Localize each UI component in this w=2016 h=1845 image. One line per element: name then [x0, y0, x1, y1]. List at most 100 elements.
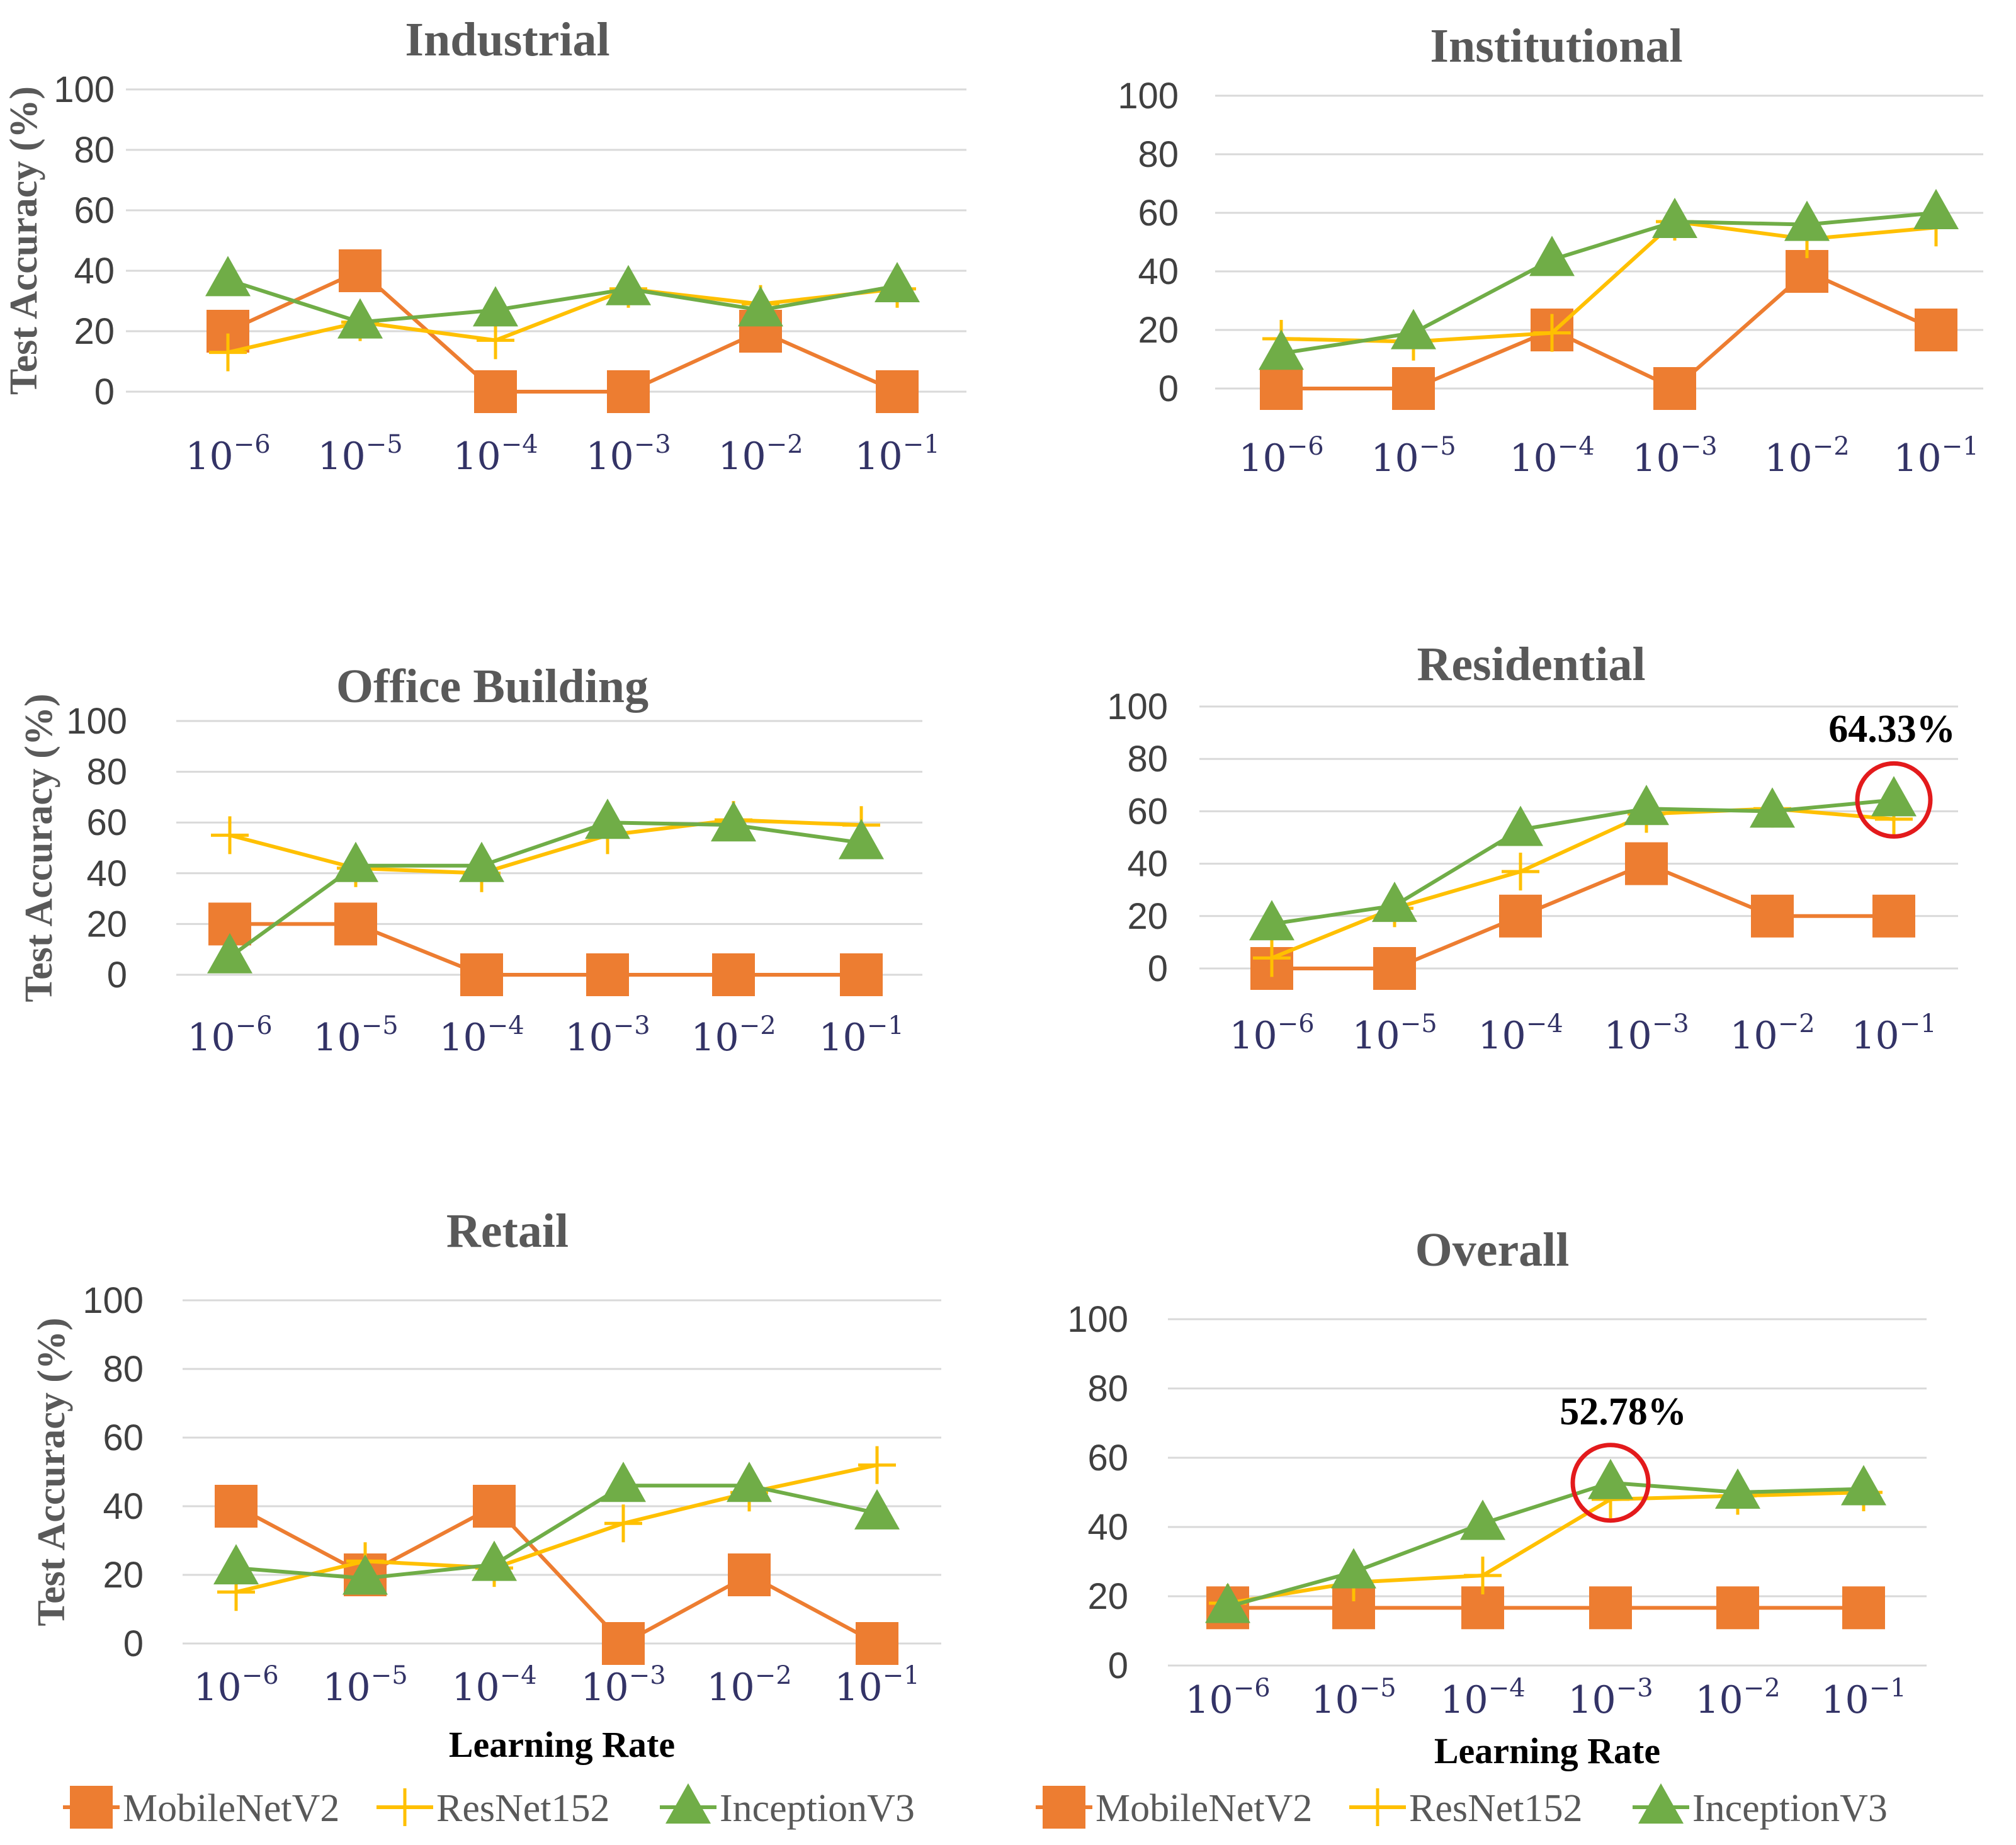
- data-point-mobilenetv2: [1589, 1586, 1632, 1630]
- data-point-mobilenetv2: [586, 953, 629, 996]
- data-point-mobilenetv2: [1716, 1586, 1759, 1630]
- x-tick-label: 10−4: [453, 430, 538, 479]
- data-point-resnet152: [477, 321, 514, 360]
- data-point-inceptionv3: [207, 933, 252, 974]
- x-tick-label: 10−6: [185, 430, 270, 479]
- data-point-mobilenetv2: [1260, 367, 1303, 410]
- x-tick-label: 10−6: [1185, 1674, 1270, 1722]
- legend-item-resnet152: ResNet152: [1349, 1787, 1583, 1830]
- highlight-circle: [1855, 761, 1933, 839]
- x-tick-label: 10−2: [718, 430, 803, 479]
- x-tick-label: 10−2: [706, 1661, 791, 1710]
- data-point-mobilenetv2: [712, 953, 755, 996]
- data-point-mobilenetv2: [474, 370, 517, 413]
- data-point-resnet152: [211, 816, 249, 854]
- chart-panel-residential: 0 20 40 60 80 100 Residential 10−6 10−5 10−4 10−3 1…: [1107, 638, 1958, 1058]
- x-tick-label: 10−3: [1568, 1674, 1653, 1722]
- x-tick-label: 10−5: [1311, 1674, 1396, 1722]
- data-point-mobilenetv2: [1872, 894, 1915, 938]
- x-tick-label: 10−4: [439, 1011, 524, 1060]
- data-point-resnet152: [1253, 939, 1291, 977]
- data-point-inceptionv3: [1259, 329, 1304, 370]
- y-tick-label: 100: [54, 69, 115, 110]
- data-point-mobilenetv2: [1653, 367, 1696, 410]
- x-tick-label: 10−4: [1440, 1674, 1525, 1722]
- data-point-resnet152: [1464, 1557, 1502, 1594]
- x-tick-label: 10−2: [1695, 1674, 1780, 1722]
- data-point-inceptionv3: [1871, 776, 1917, 817]
- x-tick-label: 10−3: [565, 1011, 650, 1060]
- data-point-inceptionv3: [585, 798, 630, 839]
- data-point-mobilenetv2: [876, 370, 919, 413]
- data-point-inceptionv3: [711, 801, 756, 842]
- annotation-label: 52.78%: [1560, 1390, 1687, 1433]
- data-point-mobilenetv2: [1392, 367, 1435, 410]
- y-tick-label: 40: [1087, 1507, 1128, 1548]
- chart-title: Office Building: [336, 660, 648, 713]
- x-tick-label: 10−4: [1478, 1009, 1563, 1058]
- data-point-inceptionv3: [1588, 1458, 1633, 1499]
- series-line-inceptionv3: [229, 820, 862, 959]
- data-point-inceptionv3: [1841, 1465, 1886, 1506]
- x-tick-label: 10−1: [818, 1011, 903, 1060]
- data-point-resnet152: [1502, 853, 1539, 891]
- y-tick-label: 20: [1127, 896, 1168, 937]
- data-point-mobilenetv2: [1842, 1586, 1885, 1630]
- data-point-resnet152: [604, 1504, 642, 1543]
- y-tick-label: 60: [86, 802, 127, 843]
- series-line-resnet152: [1281, 219, 1937, 344]
- data-point-inceptionv3: [854, 1489, 900, 1530]
- y-tick-label: 40: [1138, 251, 1179, 292]
- legend-label: MobileNetV2: [123, 1787, 339, 1830]
- chart-title: Industrial: [405, 13, 609, 66]
- chart-panel-industrial: 0 20 40 60 80 100 Industrial Test Accuracy (%) 1…: [3, 13, 966, 479]
- legend-marker: [386, 1788, 424, 1826]
- x-tick-label: 10−2: [691, 1011, 776, 1060]
- x-tick-label: 10−4: [1509, 432, 1594, 480]
- x-tick-label: 10−5: [322, 1661, 407, 1710]
- x-tick-label: 10−5: [313, 1011, 398, 1060]
- y-tick-label: 40: [1127, 844, 1168, 885]
- data-point-inceptionv3: [1249, 900, 1294, 941]
- data-point-resnet152: [858, 1446, 896, 1484]
- data-point-mobilenetv2: [1751, 894, 1794, 938]
- y-tick-label: 60: [1138, 193, 1179, 234]
- legend: MobileNetV2 ResNet152 InceptionV3: [1036, 1783, 1888, 1830]
- y-tick-label: 0: [107, 955, 127, 996]
- y-tick-label: 60: [74, 190, 115, 231]
- y-tick-label: 40: [103, 1486, 144, 1527]
- data-point-inceptionv3: [459, 841, 504, 882]
- x-tick-label: 10−3: [586, 430, 671, 479]
- y-tick-label: 0: [1148, 948, 1168, 989]
- y-axis-label: Test Accuracy (%): [3, 86, 45, 395]
- y-tick-label: 40: [86, 853, 127, 894]
- data-point-inceptionv3: [1460, 1499, 1505, 1540]
- series-line-inceptionv3: [227, 278, 898, 324]
- series-line-resnet152: [229, 818, 862, 875]
- data-point-inceptionv3: [1529, 236, 1575, 276]
- legend-marker: [1043, 1786, 1085, 1829]
- data-point-inceptionv3: [1372, 882, 1417, 923]
- series-line-mobilenetv2: [227, 269, 898, 394]
- series-line-inceptionv3: [235, 1484, 878, 1581]
- data-point-mobilenetv2: [1915, 309, 1957, 351]
- legend-label: MobileNetV2: [1096, 1787, 1312, 1830]
- y-tick-label: 100: [1067, 1299, 1128, 1340]
- y-tick-label: 60: [103, 1417, 144, 1458]
- data-point-mobilenetv2: [460, 953, 503, 996]
- y-tick-label: 80: [86, 752, 127, 793]
- x-tick-label: 10−6: [193, 1661, 278, 1710]
- legend-marker: [70, 1786, 113, 1829]
- legend-label: InceptionV3: [1692, 1787, 1888, 1830]
- data-point-mobilenetv2: [602, 1622, 645, 1665]
- data-point-inceptionv3: [1498, 805, 1543, 846]
- data-point-inceptionv3: [727, 1462, 772, 1502]
- x-tick-label: 10−3: [1632, 432, 1717, 480]
- series-line-resnet152: [227, 287, 898, 355]
- series-line-inceptionv3: [1281, 211, 1937, 356]
- data-point-mobilenetv2: [334, 902, 377, 946]
- data-point-inceptionv3: [205, 256, 251, 297]
- legend-label: ResNet152: [436, 1787, 610, 1830]
- chart-panel-institutional: 0 20 40 60 80 100 Institutional 10−6 10−5 10−4 10−…: [1118, 20, 1983, 480]
- x-axis-label: Learning Rate: [449, 1724, 675, 1765]
